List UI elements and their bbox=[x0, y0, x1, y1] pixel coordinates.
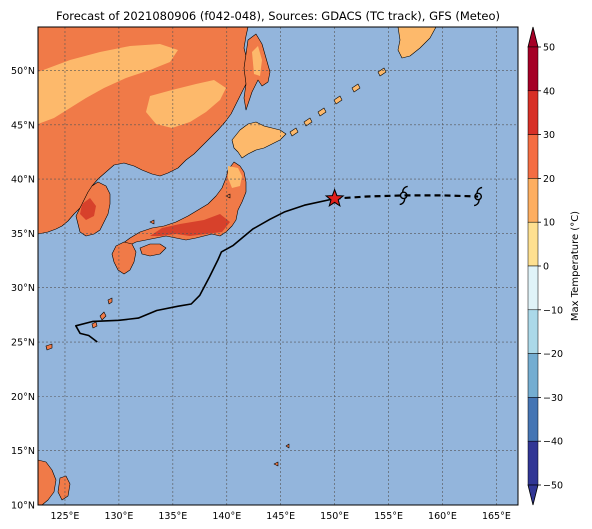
lon-tick-label: 130°E bbox=[104, 511, 133, 522]
colorbar-tick-label: −40 bbox=[543, 437, 563, 448]
colorbar: 50 40 30 20 10 0 −10 −20 −30 −40 −50 Max Temperatu… bbox=[527, 26, 581, 506]
colorbar-tick-label: −20 bbox=[543, 349, 563, 360]
land-mainland-warm-north bbox=[38, 44, 178, 124]
land-sakhalin-warm bbox=[252, 46, 262, 76]
land-islets bbox=[149, 193, 290, 467]
colorbar-tick-label: 30 bbox=[543, 130, 555, 141]
colorbar-band bbox=[527, 353, 539, 398]
colorbar-band bbox=[527, 265, 539, 311]
colorbar-tick-label: −30 bbox=[543, 393, 563, 404]
land-kyushu bbox=[111, 241, 137, 275]
tc-symbol-icon bbox=[399, 185, 408, 206]
colorbar-band bbox=[527, 397, 539, 442]
tc-track-forecast bbox=[334, 194, 479, 200]
land-honshu-warm bbox=[228, 166, 242, 188]
tc-current-position-star bbox=[324, 188, 345, 208]
colorbar-band bbox=[527, 221, 539, 267]
colorbar-tick-label: 40 bbox=[543, 86, 555, 97]
colorbar-bands bbox=[527, 46, 539, 486]
land-layer bbox=[38, 27, 437, 505]
land-kurils bbox=[289, 67, 387, 137]
land-philippines bbox=[38, 459, 71, 505]
lon-tick-label: 125°E bbox=[51, 511, 80, 522]
colorbar-tick-label: 20 bbox=[543, 174, 555, 185]
colorbar-band bbox=[527, 90, 539, 135]
tc-forecast-symbols bbox=[399, 185, 483, 207]
land-hokkaido bbox=[231, 121, 287, 159]
lon-tick-labels: 125°E 130°E 135°E 140°E 145°E 150°E 155°E 160°E… bbox=[51, 511, 511, 522]
lat-tick-labels: 10°N 15°N 20°N 25°N 30°N 35°N 40°N 45°N 50°N bbox=[11, 66, 35, 512]
lon-tick-label: 160°E bbox=[428, 511, 457, 522]
colorbar-tick-labels: 50 40 30 20 10 0 −10 −20 −30 −40 −50 bbox=[538, 43, 563, 492]
tc-track bbox=[75, 185, 483, 343]
lat-tick-label: 25°N bbox=[11, 338, 35, 349]
colorbar-band bbox=[527, 178, 539, 223]
colorbar-bottom-arrow bbox=[527, 484, 539, 506]
lon-tick-label: 140°E bbox=[212, 511, 241, 522]
colorbar-band bbox=[527, 440, 539, 486]
colorbar-label: Max Temperature (°C) bbox=[570, 211, 581, 321]
colorbar-tick-label: 10 bbox=[543, 218, 555, 229]
tc-track-past bbox=[75, 197, 335, 343]
colorbar-tick-label: −50 bbox=[543, 481, 563, 492]
colorbar-tick-label: 50 bbox=[543, 43, 555, 54]
land-northeast bbox=[397, 27, 437, 59]
lon-tick-label: 145°E bbox=[266, 511, 295, 522]
lat-tick-label: 40°N bbox=[11, 175, 35, 186]
lat-tick-label: 50°N bbox=[11, 66, 35, 77]
colorbar-tick-label: −10 bbox=[543, 305, 563, 316]
colorbar-tick-label: 0 bbox=[543, 262, 549, 273]
lon-tick-label: 135°E bbox=[158, 511, 187, 522]
colorbar-band bbox=[527, 134, 539, 179]
lat-tick-label: 10°N bbox=[11, 501, 35, 512]
lat-tick-label: 30°N bbox=[11, 283, 35, 294]
map-frame bbox=[37, 26, 519, 506]
land-mainland-warm-east bbox=[146, 80, 226, 128]
graticule bbox=[38, 27, 518, 505]
tc-symbol-icon bbox=[474, 186, 483, 207]
land-ryukyu bbox=[45, 297, 113, 351]
lat-tick-label: 20°N bbox=[11, 392, 35, 403]
map-panel bbox=[38, 27, 518, 505]
land-korea-hottest bbox=[80, 198, 96, 220]
land-shikoku bbox=[139, 243, 167, 257]
figure-title: Forecast of 2021080906 (f042-048), Sourc… bbox=[56, 9, 500, 23]
land-honshu-hottest bbox=[150, 214, 230, 236]
lon-tick-label: 155°E bbox=[374, 511, 403, 522]
lat-tick-label: 35°N bbox=[11, 229, 35, 240]
lat-tick-label: 15°N bbox=[11, 446, 35, 457]
colorbar-band bbox=[527, 309, 539, 354]
colorbar-band bbox=[527, 46, 539, 92]
lon-tick-label: 150°E bbox=[320, 511, 349, 522]
lat-tick-label: 45°N bbox=[11, 120, 35, 131]
lon-tick-label: 165°E bbox=[482, 511, 511, 522]
colorbar-top-arrow bbox=[527, 26, 539, 48]
